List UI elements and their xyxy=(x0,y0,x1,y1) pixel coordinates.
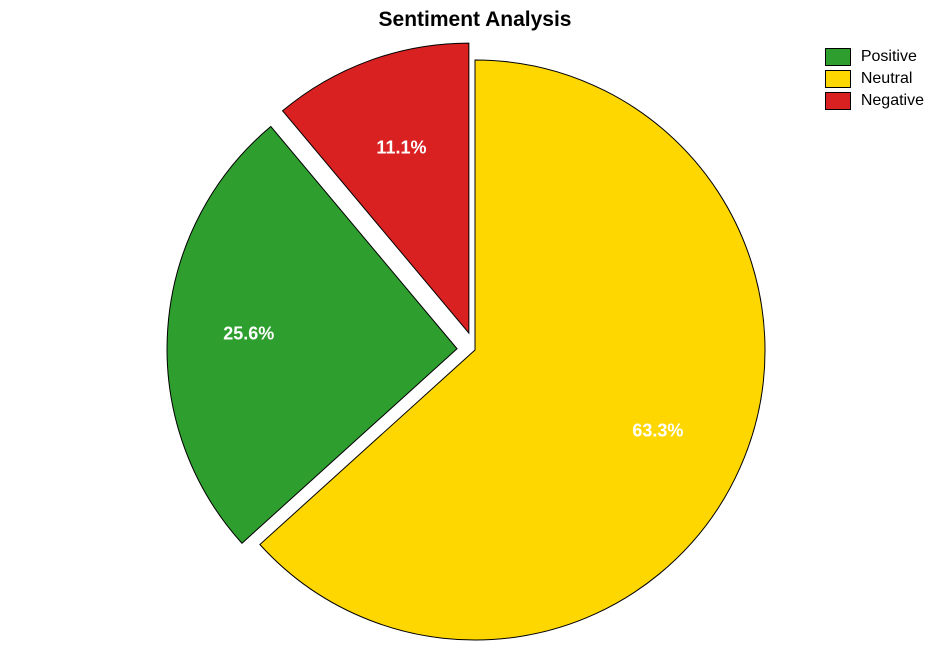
slice-label-neutral: 63.3% xyxy=(632,421,683,442)
legend-label-positive: Positive xyxy=(861,48,917,66)
legend: Positive Neutral Negative xyxy=(825,48,924,114)
legend-swatch-positive xyxy=(825,48,851,66)
legend-label-neutral: Neutral xyxy=(861,70,913,88)
legend-label-negative: Negative xyxy=(861,92,924,110)
sentiment-pie-chart: Sentiment Analysis Positive Neutral Nega… xyxy=(0,0,950,662)
legend-item-negative: Negative xyxy=(825,92,924,110)
pie-svg xyxy=(0,0,950,662)
legend-item-positive: Positive xyxy=(825,48,924,66)
legend-swatch-negative xyxy=(825,92,851,110)
chart-title: Sentiment Analysis xyxy=(0,8,950,32)
legend-swatch-neutral xyxy=(825,70,851,88)
slice-label-positive: 25.6% xyxy=(223,324,274,345)
legend-item-neutral: Neutral xyxy=(825,70,924,88)
slice-label-negative: 11.1% xyxy=(376,137,426,158)
